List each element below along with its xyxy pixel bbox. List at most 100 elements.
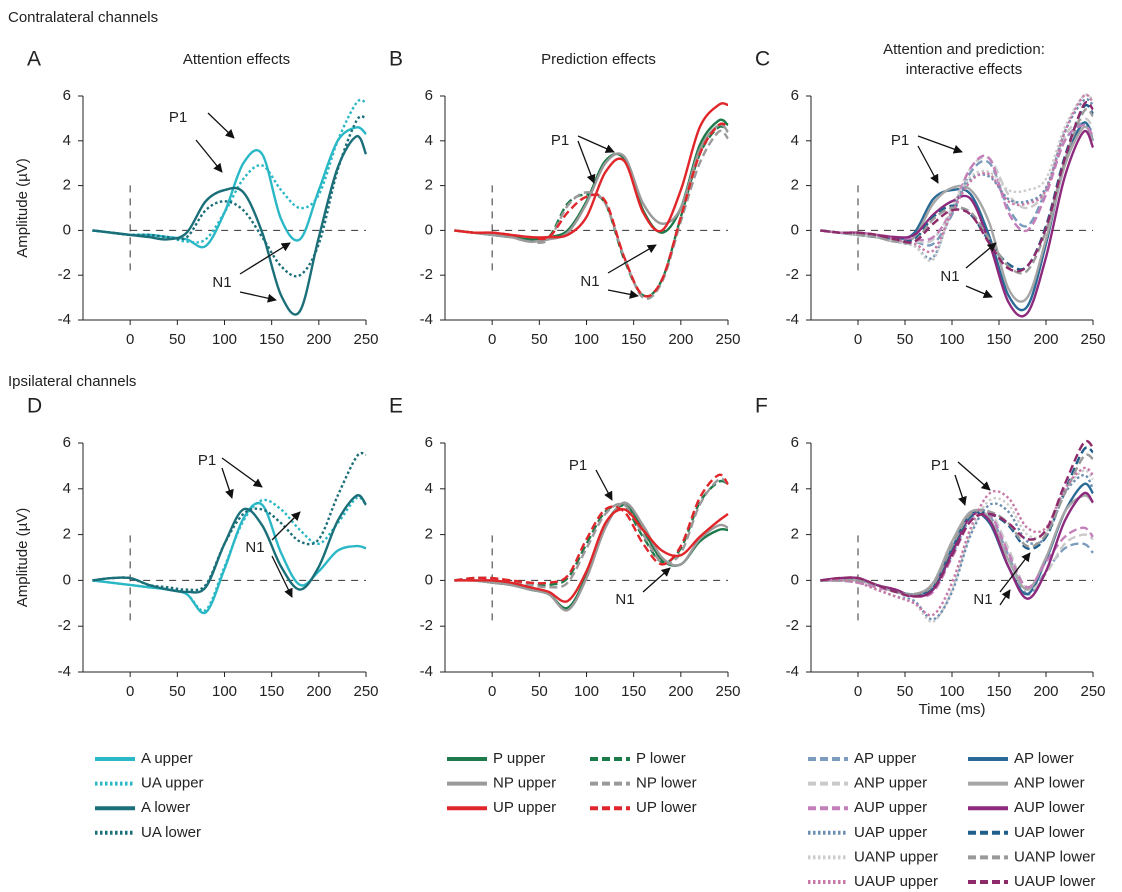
annotation: N1 — [940, 268, 959, 285]
y-tick-label: 0 — [791, 221, 799, 238]
x-tick-label: 150 — [621, 331, 646, 348]
erp-line — [820, 93, 1094, 254]
legend-label: UAP lower — [1014, 824, 1085, 841]
y-tick-label: -4 — [420, 311, 433, 328]
y-tick-label: 4 — [791, 480, 799, 497]
annotation-arrow — [917, 135, 963, 154]
y-tick-label: 4 — [63, 132, 71, 149]
annotation-arrow — [965, 242, 997, 269]
annotation: P1 — [891, 132, 909, 149]
panel-title: Prediction effects — [541, 51, 656, 68]
annotation: P1 — [551, 132, 569, 149]
y-tick-label: 6 — [791, 434, 799, 451]
x-tick-label: 200 — [668, 331, 693, 348]
y-tick-label: 6 — [425, 87, 433, 104]
y-tick-label: 4 — [791, 132, 799, 149]
x-tick-label: 50 — [169, 683, 186, 700]
y-axis-label: Amplitude (µV) — [14, 158, 31, 258]
x-tick-label: 150 — [621, 683, 646, 700]
panel: F Time (ms) -4 -2 0 2 4 6 0 50 100 150 200 250 P1 N1 AP … — [755, 395, 1106, 890]
y-tick-label: 2 — [425, 177, 433, 194]
y-tick-label: 2 — [791, 526, 799, 543]
legend-label: AUP upper — [854, 799, 927, 816]
x-tick-label: 50 — [897, 683, 914, 700]
legend-label: AP lower — [1014, 750, 1074, 767]
annotation: P1 — [198, 452, 216, 469]
legend-label: UP upper — [493, 799, 556, 816]
erp-line — [454, 477, 729, 589]
y-tick-label: 0 — [425, 571, 433, 588]
annotation-arrow — [195, 139, 223, 173]
x-tick-label: 50 — [169, 331, 186, 348]
erp-line — [92, 496, 367, 613]
x-tick-label: 150 — [259, 683, 284, 700]
panel-title: Attention effects — [183, 51, 290, 68]
y-tick-label: 6 — [791, 87, 799, 104]
erp-line — [454, 473, 729, 585]
y-tick-label: 2 — [63, 526, 71, 543]
annotation-arrow — [607, 289, 639, 299]
erp-line — [92, 135, 368, 316]
x-tick-label: 250 — [353, 683, 378, 700]
panel: E -4 -2 0 2 4 6 0 50 100 150 200 250 P1 N1 P upper P low… — [389, 395, 741, 817]
erp-line — [454, 508, 729, 603]
annotation-arrow — [999, 552, 1031, 593]
annotation-arrow — [239, 291, 277, 303]
legend-label: AP upper — [854, 750, 916, 767]
y-tick-label: 6 — [63, 434, 71, 451]
x-tick-label: 250 — [1080, 683, 1105, 700]
panel-letter: D — [27, 395, 42, 418]
y-tick-label: 6 — [425, 434, 433, 451]
y-tick-label: 0 — [63, 221, 71, 238]
legend-label: UAP upper — [854, 824, 927, 841]
annotation-arrow — [221, 457, 263, 488]
x-tick-label: 250 — [715, 331, 740, 348]
y-tick-label: -4 — [786, 663, 799, 680]
x-tick-label: 0 — [126, 331, 134, 348]
panel-title: interactive effects — [906, 61, 1022, 78]
erp-line — [820, 453, 1094, 596]
x-tick-label: 200 — [306, 331, 331, 348]
legend-label: UA upper — [141, 775, 204, 792]
annotation: N1 — [580, 273, 599, 290]
x-tick-label: 200 — [306, 683, 331, 700]
section-title: Contralateral channels — [8, 9, 158, 26]
y-tick-label: 0 — [791, 571, 799, 588]
legend-label: ANP upper — [854, 775, 927, 792]
annotation-arrow — [271, 555, 293, 598]
panel-title: Attention and prediction: — [883, 41, 1045, 58]
x-tick-label: 0 — [488, 331, 496, 348]
x-tick-label: 250 — [353, 331, 378, 348]
legend-label: UAUP upper — [854, 873, 938, 890]
annotation-arrow — [954, 474, 967, 506]
y-tick-label: -2 — [58, 617, 71, 634]
panel-letter: F — [755, 395, 768, 418]
x-tick-label: 100 — [574, 683, 599, 700]
erp-line — [92, 115, 367, 278]
x-tick-label: 100 — [939, 331, 964, 348]
x-tick-label: 0 — [854, 683, 862, 700]
erp-line — [92, 451, 367, 592]
section-title: Ipsilateral channels — [8, 373, 136, 390]
y-tick-label: 6 — [63, 87, 71, 104]
legend-label: P lower — [636, 750, 686, 767]
x-tick-label: 0 — [488, 683, 496, 700]
annotation: N1 — [212, 274, 231, 291]
erp-line — [92, 501, 367, 615]
erp-line — [92, 494, 367, 594]
legend-label: A lower — [141, 799, 190, 816]
annotation-arrow — [595, 469, 613, 501]
erp-line — [820, 507, 1094, 596]
x-tick-label: 50 — [897, 331, 914, 348]
panel: A Attention effects Amplitude (µV) -4 -2 0 2 4 6… — [14, 48, 379, 348]
annotation-arrow — [607, 244, 657, 274]
annotation-arrow — [577, 140, 596, 184]
y-tick-label: -4 — [420, 663, 433, 680]
y-axis-label: Amplitude (µV) — [14, 508, 31, 608]
y-tick-label: -2 — [786, 266, 799, 283]
panel-letter: E — [389, 395, 403, 418]
y-tick-label: -2 — [786, 617, 799, 634]
annotation-arrow — [239, 242, 291, 275]
annotation-arrow — [221, 467, 234, 499]
